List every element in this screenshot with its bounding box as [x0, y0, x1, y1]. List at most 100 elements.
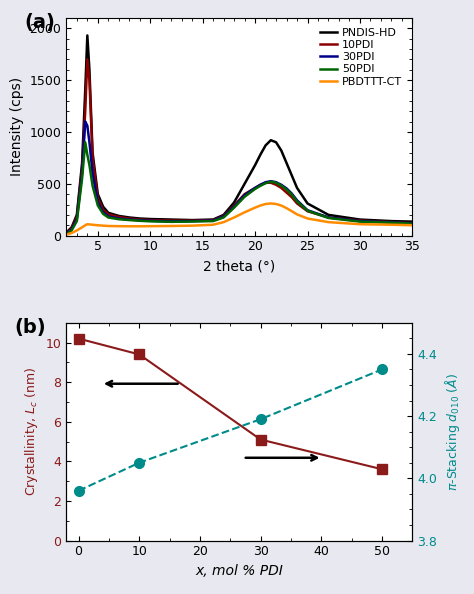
PBDTTT-CT	[389, 221, 394, 228]
PNDIS-HD	[147, 216, 153, 223]
PNDIS-HD	[116, 212, 122, 219]
PBDTTT-CT	[357, 220, 363, 228]
PNDIS-HD	[268, 137, 273, 144]
PBDTTT-CT	[268, 200, 273, 207]
PNDIS-HD	[95, 191, 100, 198]
50PDI	[69, 227, 74, 234]
PNDIS-HD	[263, 142, 268, 149]
30PDI	[189, 217, 195, 225]
30PDI	[268, 178, 273, 185]
50PDI	[263, 179, 268, 187]
50PDI	[189, 218, 195, 225]
50PDI	[100, 210, 106, 217]
PBDTTT-CT	[410, 222, 415, 229]
50PDI	[90, 182, 95, 189]
PNDIS-HD	[273, 139, 279, 146]
50PDI	[74, 217, 80, 225]
PBDTTT-CT	[64, 231, 69, 238]
PNDIS-HD	[79, 159, 85, 166]
Y-axis label: $\pi$-Stacking $d_{010}$ ($\AA$): $\pi$-Stacking $d_{010}$ ($\AA$)	[443, 372, 462, 491]
10PDI	[127, 215, 132, 222]
30PDI	[294, 197, 300, 204]
10PDI	[64, 229, 69, 236]
10PDI	[252, 184, 258, 191]
50PDI	[147, 218, 153, 225]
10PDI	[305, 208, 310, 215]
30PDI	[273, 179, 279, 186]
X-axis label: x, mol % PDI: x, mol % PDI	[195, 564, 283, 578]
50PDI	[210, 217, 216, 225]
30PDI	[116, 215, 122, 222]
10PDI	[168, 217, 174, 224]
30PDI	[127, 216, 132, 223]
Legend: PNDIS-HD, 10PDI, 30PDI, 50PDI, PBDTTT-CT: PNDIS-HD, 10PDI, 30PDI, 50PDI, PBDTTT-CT	[316, 23, 407, 91]
PNDIS-HD	[127, 214, 132, 221]
10PDI	[257, 181, 263, 188]
10PDI	[137, 216, 143, 223]
10PDI	[69, 225, 74, 232]
30PDI	[84, 122, 90, 129]
10PDI	[79, 165, 85, 172]
PBDTTT-CT	[305, 215, 310, 222]
PNDIS-HD	[410, 218, 415, 225]
PBDTTT-CT	[84, 220, 90, 228]
50PDI	[84, 151, 90, 158]
PNDIS-HD	[84, 32, 90, 39]
PBDTTT-CT	[289, 208, 295, 215]
PBDTTT-CT	[294, 211, 300, 218]
10PDI	[82, 108, 88, 115]
PBDTTT-CT	[273, 200, 279, 207]
Y-axis label: Intensity (cps): Intensity (cps)	[10, 77, 24, 176]
PBDTTT-CT	[127, 223, 132, 230]
PNDIS-HD	[69, 224, 74, 231]
PBDTTT-CT	[231, 214, 237, 221]
30PDI	[326, 214, 331, 221]
50PDI	[168, 218, 174, 225]
30PDI	[357, 217, 363, 225]
PBDTTT-CT	[278, 202, 284, 209]
PNDIS-HD	[90, 149, 95, 156]
30PDI	[252, 184, 258, 191]
PNDIS-HD	[389, 217, 394, 225]
PBDTTT-CT	[242, 208, 247, 216]
10PDI	[210, 216, 216, 223]
50PDI	[95, 202, 100, 209]
PBDTTT-CT	[252, 204, 258, 211]
50PDI	[116, 216, 122, 223]
PNDIS-HD	[168, 216, 174, 223]
10PDI	[284, 189, 290, 196]
50PDI	[105, 214, 111, 221]
30PDI	[147, 217, 153, 225]
30PDI	[389, 219, 394, 226]
10PDI	[294, 200, 300, 207]
PBDTTT-CT	[326, 219, 331, 226]
30PDI	[105, 213, 111, 220]
PNDIS-HD	[357, 216, 363, 223]
Y-axis label: Crystallinity, $L_c$ (nm): Crystallinity, $L_c$ (nm)	[23, 367, 40, 496]
PBDTTT-CT	[100, 222, 106, 229]
PBDTTT-CT	[137, 223, 143, 230]
PNDIS-HD	[221, 211, 227, 219]
PBDTTT-CT	[221, 219, 227, 226]
50PDI	[284, 186, 290, 193]
30PDI	[82, 118, 88, 125]
50PDI	[137, 217, 143, 225]
Line: 50PDI: 50PDI	[66, 143, 412, 234]
30PDI	[221, 213, 227, 220]
10PDI	[268, 179, 273, 187]
10PDI	[84, 56, 90, 63]
50PDI	[273, 179, 279, 187]
PBDTTT-CT	[87, 221, 92, 228]
10PDI	[263, 179, 268, 187]
PNDIS-HD	[210, 216, 216, 223]
PNDIS-HD	[231, 199, 237, 206]
30PDI	[278, 181, 284, 188]
10PDI	[90, 154, 95, 162]
30PDI	[231, 203, 237, 210]
10PDI	[231, 202, 237, 209]
PNDIS-HD	[64, 229, 69, 236]
30PDI	[90, 170, 95, 177]
PNDIS-HD	[105, 209, 111, 216]
10PDI	[74, 213, 80, 220]
30PDI	[100, 208, 106, 216]
